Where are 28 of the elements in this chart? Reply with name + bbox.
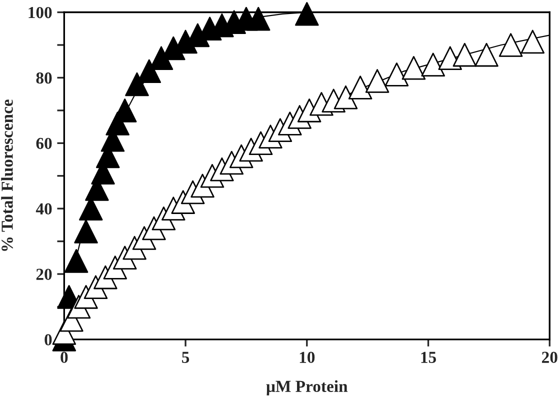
x-tick-label: 5 [182,352,190,364]
point [402,56,426,80]
y-tick-label: 100 [28,6,52,18]
y-tick-label: 0 [44,334,52,346]
point [295,2,319,26]
y-axis-title: % Total Fluorescence [1,100,13,251]
point [520,30,545,54]
x-tick-label: 10 [300,352,315,364]
point [348,76,372,100]
y-tick-label: 20 [36,268,52,280]
y-tick-label: 80 [36,72,52,84]
point [421,52,446,77]
point [334,85,358,110]
x-tick-label: 15 [421,352,436,364]
y-tick-label: 60 [36,138,52,150]
x-tick-label: 0 [60,352,68,364]
point [125,72,149,96]
point [452,42,477,67]
point [246,6,270,31]
point [365,69,390,93]
point [64,249,88,273]
x-axis-title: μM Protein [266,380,348,396]
x-tick-label: 20 [542,352,558,364]
point [74,220,98,244]
y-tick-label: 40 [36,203,52,215]
point [474,42,498,67]
point [498,33,523,57]
point [384,62,409,86]
